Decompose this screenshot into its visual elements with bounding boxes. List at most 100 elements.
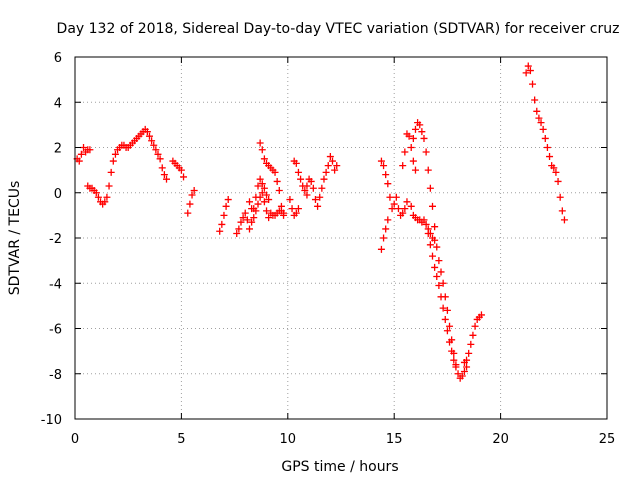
data-point — [180, 173, 188, 181]
data-point — [260, 155, 268, 163]
x-axis-label: GPS time / hours — [281, 459, 398, 475]
data-point — [328, 157, 336, 165]
data-point — [469, 331, 477, 339]
data-point — [292, 159, 300, 167]
data-point — [420, 134, 428, 142]
x-tick-label: 0 — [71, 432, 79, 447]
y-tick-label: 2 — [54, 142, 62, 157]
series-segment-10 — [286, 196, 302, 219]
data-point — [101, 198, 109, 206]
data-point — [401, 205, 409, 213]
data-point — [265, 196, 273, 204]
data-point — [288, 205, 296, 213]
data-point — [256, 139, 264, 147]
data-point — [429, 252, 437, 260]
data-point — [424, 229, 432, 237]
y-tick-label: -10 — [41, 413, 62, 428]
data-series — [73, 62, 568, 382]
data-point — [433, 272, 441, 280]
data-point — [92, 189, 100, 197]
data-point — [458, 372, 466, 380]
data-point — [531, 96, 539, 104]
data-point — [258, 146, 266, 154]
data-point — [143, 128, 151, 136]
data-point — [220, 211, 228, 219]
data-point — [467, 340, 475, 348]
data-point — [80, 144, 88, 151]
data-point — [186, 200, 194, 208]
series-segment-3 — [169, 157, 188, 181]
data-point — [107, 168, 115, 176]
data-point — [152, 146, 160, 154]
data-point — [286, 196, 294, 204]
data-point — [258, 189, 266, 197]
data-point — [450, 356, 458, 364]
data-point — [218, 220, 226, 228]
data-point — [294, 205, 302, 213]
data-point — [541, 134, 549, 142]
data-point — [307, 177, 315, 185]
data-point — [248, 205, 256, 213]
data-point — [537, 119, 545, 127]
data-point — [394, 205, 402, 213]
series-segment-13 — [377, 216, 392, 253]
y-axis-label: SDTVAR / TECUs — [7, 181, 23, 296]
data-point — [145, 132, 153, 140]
data-point — [188, 191, 196, 199]
data-point — [556, 193, 564, 201]
data-point — [258, 180, 266, 188]
data-point — [409, 134, 417, 142]
data-point — [463, 356, 471, 364]
x-tick-label: 25 — [599, 432, 616, 447]
data-point — [271, 168, 279, 176]
data-point — [420, 216, 428, 224]
data-point — [111, 150, 119, 158]
data-point — [443, 327, 451, 335]
data-point — [399, 162, 407, 170]
series-segment-19 — [522, 62, 568, 224]
data-point — [254, 200, 262, 208]
data-point — [239, 214, 247, 222]
data-point — [388, 205, 396, 213]
data-point — [333, 162, 341, 170]
data-point — [156, 155, 164, 163]
data-point — [382, 225, 390, 233]
series-segment-17 — [424, 229, 460, 371]
data-point — [441, 315, 449, 323]
series-segment-11 — [303, 153, 341, 210]
data-point — [86, 146, 94, 154]
data-point — [407, 144, 415, 151]
series-segment-2 — [84, 125, 171, 208]
series-segment-4 — [184, 186, 198, 217]
data-point — [297, 175, 305, 183]
data-point — [377, 157, 385, 165]
series-segment-8 — [245, 189, 288, 222]
data-point — [426, 184, 434, 192]
data-point — [452, 363, 460, 371]
data-point — [243, 216, 251, 224]
data-point — [399, 209, 407, 217]
data-point — [301, 186, 309, 194]
data-point — [245, 198, 253, 206]
data-point — [105, 182, 113, 190]
data-point — [303, 191, 311, 199]
x-tick-label: 5 — [177, 432, 185, 447]
series-segment-9 — [290, 157, 311, 199]
data-point — [543, 144, 551, 151]
data-point — [409, 157, 417, 165]
data-point — [94, 193, 102, 201]
data-point — [386, 193, 394, 201]
data-point — [233, 229, 241, 237]
data-point — [429, 202, 437, 210]
data-point — [292, 209, 300, 217]
data-point — [250, 214, 258, 222]
data-point — [446, 322, 454, 330]
data-point — [331, 166, 339, 174]
data-point — [322, 168, 330, 176]
y-tick-label: 4 — [54, 96, 62, 111]
data-point — [526, 67, 534, 75]
data-point — [422, 148, 430, 156]
data-point — [446, 338, 454, 346]
